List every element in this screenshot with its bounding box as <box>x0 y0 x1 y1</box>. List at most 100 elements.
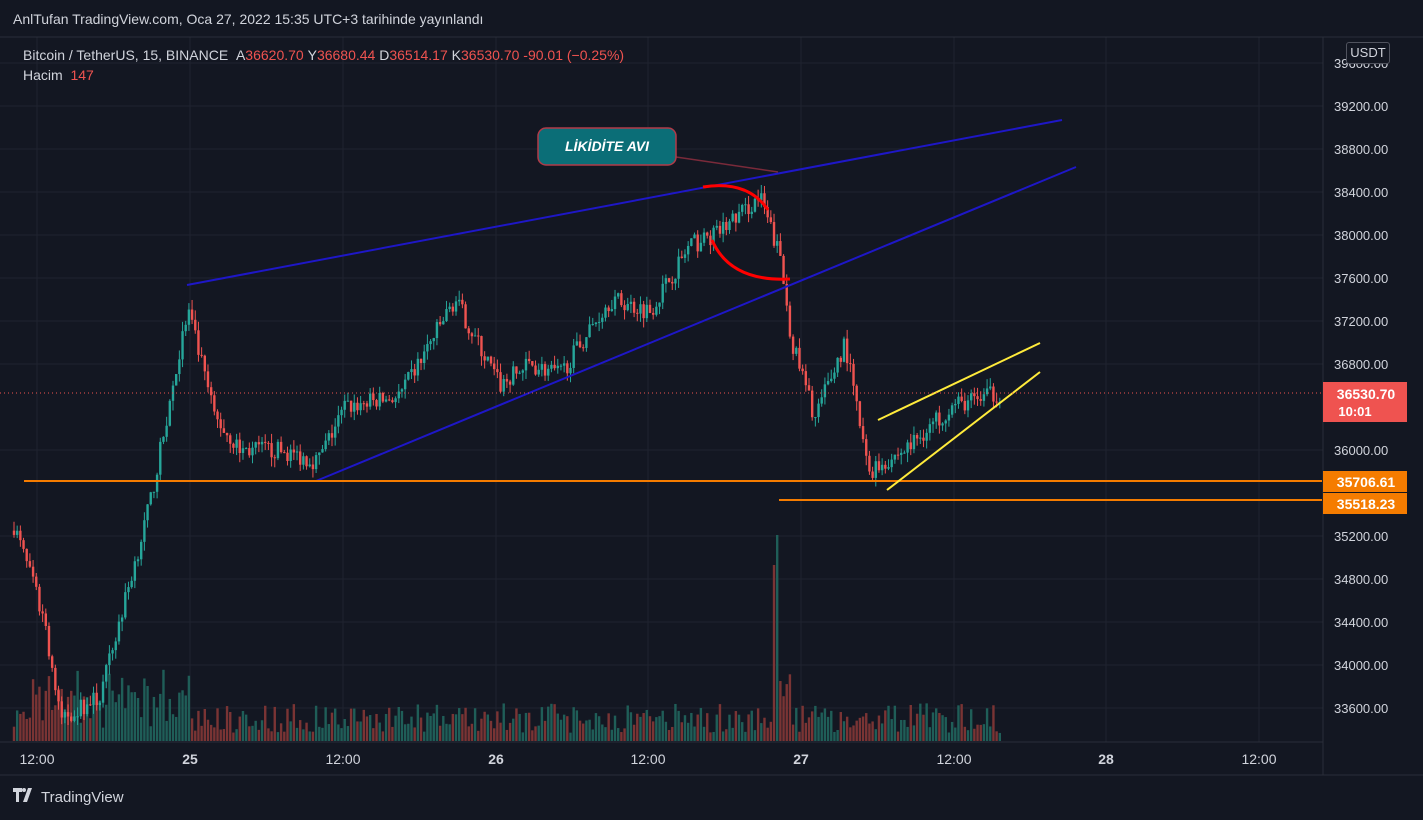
candle-body <box>489 356 493 364</box>
candle-body <box>149 492 152 505</box>
volume-bar <box>197 710 200 741</box>
volume-bar <box>31 679 35 741</box>
channel-upper-line[interactable] <box>186 119 1063 286</box>
candle-body <box>442 321 445 325</box>
candle-body <box>801 368 804 372</box>
volume-label[interactable]: Hacim <box>23 67 63 83</box>
volume-bar <box>146 686 149 741</box>
candle-body <box>356 402 359 411</box>
symbol-title[interactable]: Bitcoin / TetherUS, 15, BINANCE <box>23 47 229 63</box>
candle-body <box>241 448 245 453</box>
volume-bar <box>89 718 92 741</box>
volume-bar <box>785 684 788 741</box>
candle-body <box>502 379 505 392</box>
candle-body <box>333 426 337 438</box>
candle-body <box>79 699 82 717</box>
candle-body <box>938 412 941 426</box>
wedge-lower-line[interactable] <box>886 371 1041 491</box>
volume-bar <box>683 715 687 741</box>
volume-bar <box>632 724 636 741</box>
volume-bar <box>677 710 680 741</box>
candle-body <box>648 304 652 313</box>
volume-bar <box>340 728 343 741</box>
volume-bar <box>588 719 591 741</box>
candle-body <box>597 321 601 323</box>
candle-body <box>181 331 184 360</box>
volume-bar <box>960 704 963 741</box>
price-axis[interactable]: 33600.00 34000.00 34400.00 34800.00 35200.00… <box>1334 56 1388 716</box>
time-axis[interactable]: 12:00 25 12:00 26 12:00 27 12:00 28 12:00 <box>19 751 1276 767</box>
candle-body <box>613 296 617 310</box>
volume-bar <box>289 721 292 741</box>
volume-bar <box>206 719 210 741</box>
candle-body <box>353 402 356 412</box>
open-value: 36620.70 <box>245 47 304 63</box>
volume-bar <box>200 725 203 741</box>
candle-body <box>41 611 44 614</box>
candle-body <box>941 423 944 426</box>
volume-bar <box>461 714 464 741</box>
volume-bar <box>849 727 852 741</box>
rounded-top-arc[interactable] <box>702 184 770 211</box>
candle-body <box>496 369 499 373</box>
volume-bar <box>896 731 900 741</box>
candle-body <box>308 464 311 467</box>
candle-body <box>585 337 588 348</box>
volume-bar <box>753 730 757 741</box>
candle-body <box>957 396 960 404</box>
candle-body <box>750 211 753 215</box>
candle-body <box>588 324 591 338</box>
volume-bar <box>597 716 601 741</box>
candle-body <box>858 401 862 427</box>
volume-bar <box>346 726 350 741</box>
time-tick-label: 27 <box>793 751 809 767</box>
candle-body <box>407 372 410 380</box>
volume-bar <box>572 707 575 741</box>
candle-body <box>346 400 350 402</box>
rounded-bottom-arc[interactable] <box>710 239 791 281</box>
tradingview-brand[interactable]: TradingView <box>13 788 124 807</box>
price-tick-label: 33600.00 <box>1334 701 1388 716</box>
volume-bar <box>836 729 839 741</box>
volume-bar <box>184 695 187 741</box>
wedge-upper-line[interactable] <box>877 342 1041 421</box>
candle-body <box>432 338 435 342</box>
annotation-box[interactable] <box>537 127 677 166</box>
volume-bar <box>531 730 534 741</box>
volume-bar <box>820 712 823 741</box>
currency-button[interactable]: USDT <box>1346 42 1390 64</box>
volume-bar <box>222 729 226 741</box>
volume-bar <box>448 724 451 741</box>
volume-bar <box>333 708 337 741</box>
candle-body <box>954 403 957 406</box>
chart-legend: Bitcoin / TetherUS, 15, BINANCE A 36620.7… <box>23 45 624 85</box>
volume-bar <box>699 707 703 741</box>
volume-bar <box>349 708 353 741</box>
volume-bar <box>429 715 432 741</box>
candle-body <box>935 412 938 422</box>
candle-body <box>884 464 887 469</box>
candle-body <box>108 653 111 666</box>
volume-bar <box>779 681 782 741</box>
candle-body <box>623 305 626 311</box>
volume-bar <box>25 718 28 741</box>
volume-bar <box>505 729 509 741</box>
candle-body <box>168 400 172 426</box>
volume-bar <box>992 705 995 741</box>
candle-body <box>578 341 582 348</box>
candle-body <box>909 442 912 450</box>
candle-body <box>324 440 327 450</box>
volume-bar <box>950 721 954 741</box>
candle-body <box>944 420 947 424</box>
candle-body <box>44 613 47 626</box>
candle-body <box>651 312 655 315</box>
candle-body <box>661 283 664 303</box>
channel-lower-line[interactable] <box>315 166 1077 482</box>
candle-body <box>222 428 226 433</box>
candle-body <box>731 213 734 222</box>
candle-body <box>171 385 175 401</box>
volume-bar <box>671 726 674 741</box>
volume-bar <box>636 713 639 741</box>
volume-bar <box>661 710 664 741</box>
